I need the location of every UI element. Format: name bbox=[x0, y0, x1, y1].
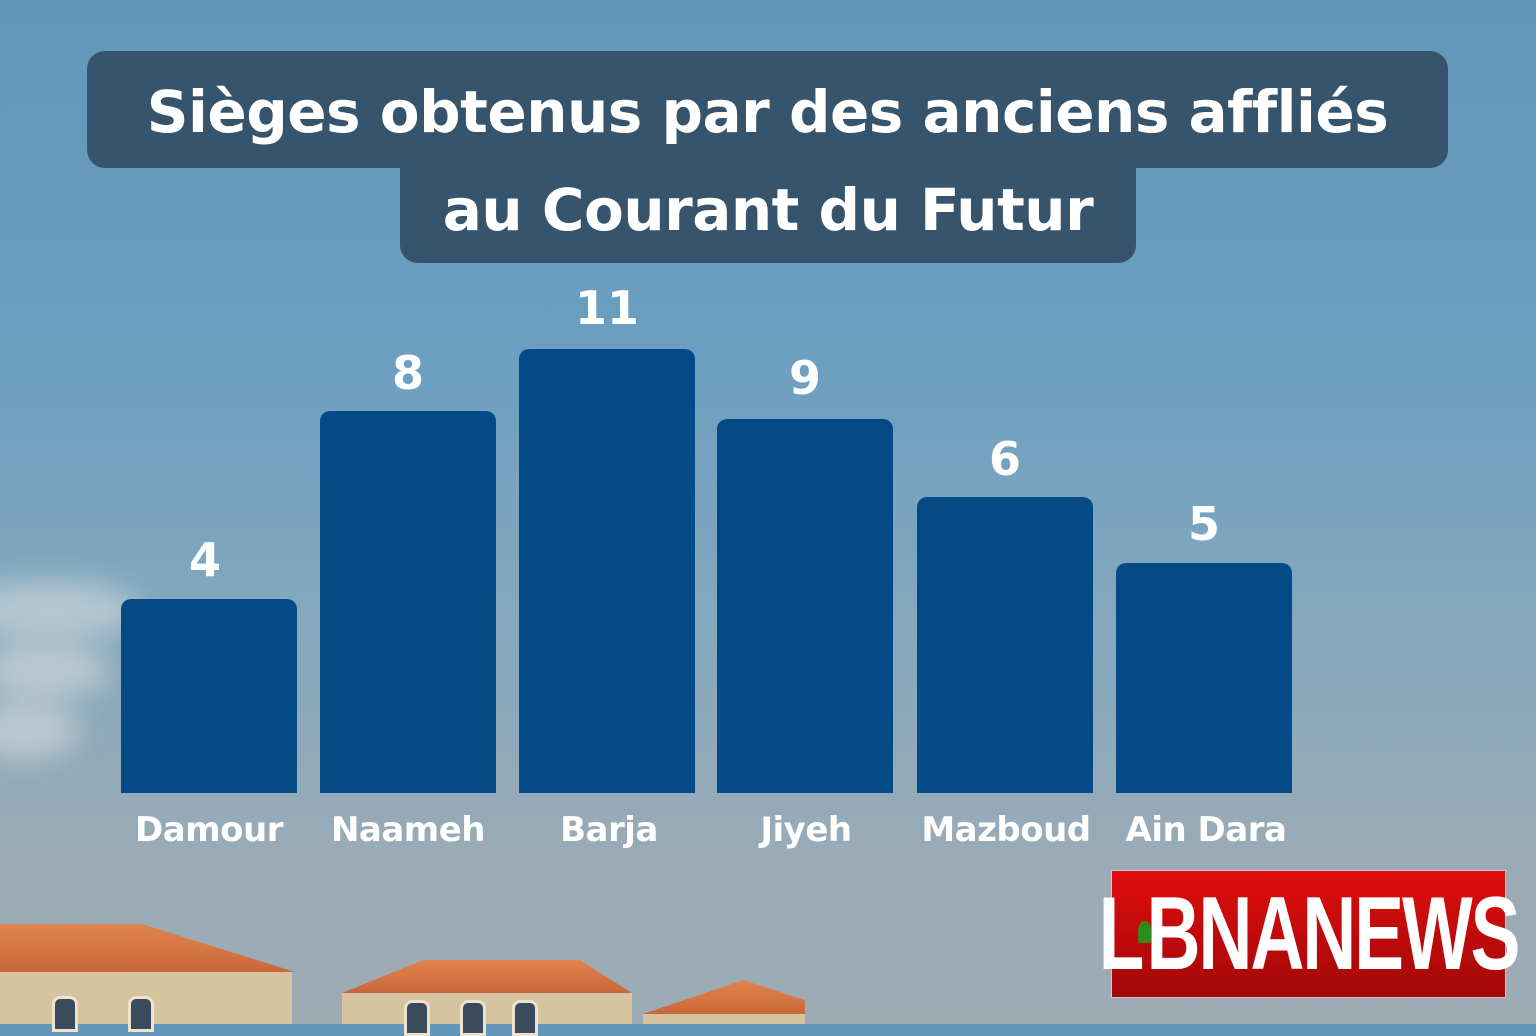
value-label: 6 bbox=[988, 432, 1021, 486]
bar-barja bbox=[519, 349, 695, 793]
category-label: Ain Dara bbox=[1125, 810, 1287, 850]
value-label: 11 bbox=[574, 281, 639, 335]
building-right bbox=[643, 980, 805, 1024]
bar-mazboud bbox=[917, 497, 1093, 793]
logo-text-left: L bbox=[1098, 876, 1145, 992]
building-middle bbox=[342, 960, 632, 1036]
cloud bbox=[0, 580, 140, 640]
chart-title-line1: Sièges obtenus par des anciens affliés bbox=[146, 78, 1389, 146]
category-label: Damour bbox=[135, 810, 283, 850]
bar-damour bbox=[121, 599, 297, 793]
title-box bbox=[87, 51, 1448, 168]
building-left bbox=[0, 924, 295, 1032]
category-label: Mazboud bbox=[921, 810, 1091, 850]
value-label: 9 bbox=[788, 351, 821, 405]
cloud bbox=[0, 700, 80, 760]
chart-title-line2: au Courant du Futur bbox=[442, 176, 1094, 244]
category-label: Barja bbox=[560, 810, 658, 850]
bar-naameh bbox=[320, 411, 496, 793]
value-label: 4 bbox=[188, 533, 221, 587]
cloud bbox=[0, 640, 110, 700]
pen-nib-bell-icon bbox=[1137, 920, 1151, 943]
category-label: Jiyeh bbox=[760, 810, 852, 850]
value-label: 8 bbox=[391, 346, 424, 400]
title-box-lower bbox=[400, 150, 1136, 263]
value-label: 5 bbox=[1187, 497, 1220, 551]
bar-jiyeh bbox=[717, 419, 893, 793]
category-label: Naameh bbox=[330, 810, 486, 850]
logo-text-right: BNANEWS bbox=[1146, 876, 1521, 992]
libnanews-logo: LBNANEWS bbox=[1099, 870, 1520, 998]
bar-ain-dara bbox=[1116, 563, 1292, 793]
